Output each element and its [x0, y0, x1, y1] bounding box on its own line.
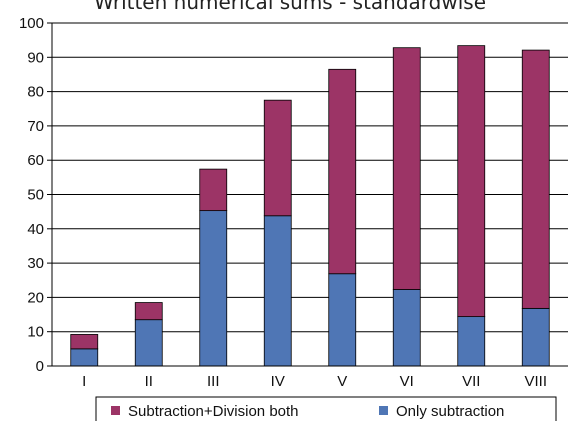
- bar-segment: [457, 45, 486, 318]
- bar-segment: [70, 334, 99, 350]
- axes: [47, 22, 568, 367]
- x-tick-label: VI: [400, 373, 414, 390]
- y-tick-label: 40: [27, 221, 44, 238]
- x-tick-label: IV: [271, 373, 285, 390]
- bar-segment: [521, 49, 550, 309]
- bar-segment: [199, 210, 228, 367]
- x-tick-label: II: [145, 373, 153, 390]
- y-tick-label: 90: [27, 49, 44, 66]
- legend-label-division: Subtraction+Division both: [128, 403, 299, 420]
- bar-segment: [70, 348, 99, 367]
- bar-segment: [263, 215, 292, 367]
- bar-segment: [199, 168, 228, 212]
- y-tick-label: 60: [27, 152, 44, 169]
- y-tick-label: 50: [27, 187, 44, 204]
- legend-label-subtraction: Only subtraction: [396, 403, 504, 420]
- bar-segment: [263, 99, 292, 217]
- y-tick-label: 100: [19, 15, 44, 32]
- bar-segment: [457, 316, 486, 367]
- x-tick-labels: I II III IV V VI VII VIII: [82, 373, 547, 390]
- x-tick-label: VII: [462, 373, 480, 390]
- bar-segment: [134, 319, 163, 367]
- y-tick-label: 10: [27, 324, 44, 341]
- x-tick-label: V: [337, 373, 347, 390]
- legend: Subtraction+Division both Only subtracti…: [95, 396, 557, 421]
- y-tick-label: 70: [27, 118, 44, 135]
- y-tick-label: 20: [27, 289, 44, 306]
- bar-segment: [392, 289, 421, 367]
- y-tick-label: 30: [27, 255, 44, 272]
- x-tick-label: III: [207, 373, 220, 390]
- bars: [70, 45, 550, 367]
- bar-segment: [134, 302, 163, 321]
- legend-box: [95, 396, 557, 421]
- gridlines: [52, 22, 568, 333]
- x-tick-label: I: [82, 373, 86, 390]
- x-tick-label: VIII: [524, 373, 547, 390]
- bar-segment: [521, 307, 550, 367]
- bar-segment: [328, 68, 357, 275]
- legend-swatch-subtraction: [379, 406, 388, 415]
- legend-swatch-division: [111, 406, 120, 415]
- bar-segment: [328, 273, 357, 367]
- chart-title: Written numerical sums - standardwise: [94, 0, 486, 14]
- bar-segment: [392, 47, 421, 290]
- y-tick-label: 80: [27, 84, 44, 101]
- y-tick-labels: 0 10 20 30 40 50 60 70 80 90 100: [19, 15, 44, 375]
- y-tick-label: 0: [36, 358, 44, 375]
